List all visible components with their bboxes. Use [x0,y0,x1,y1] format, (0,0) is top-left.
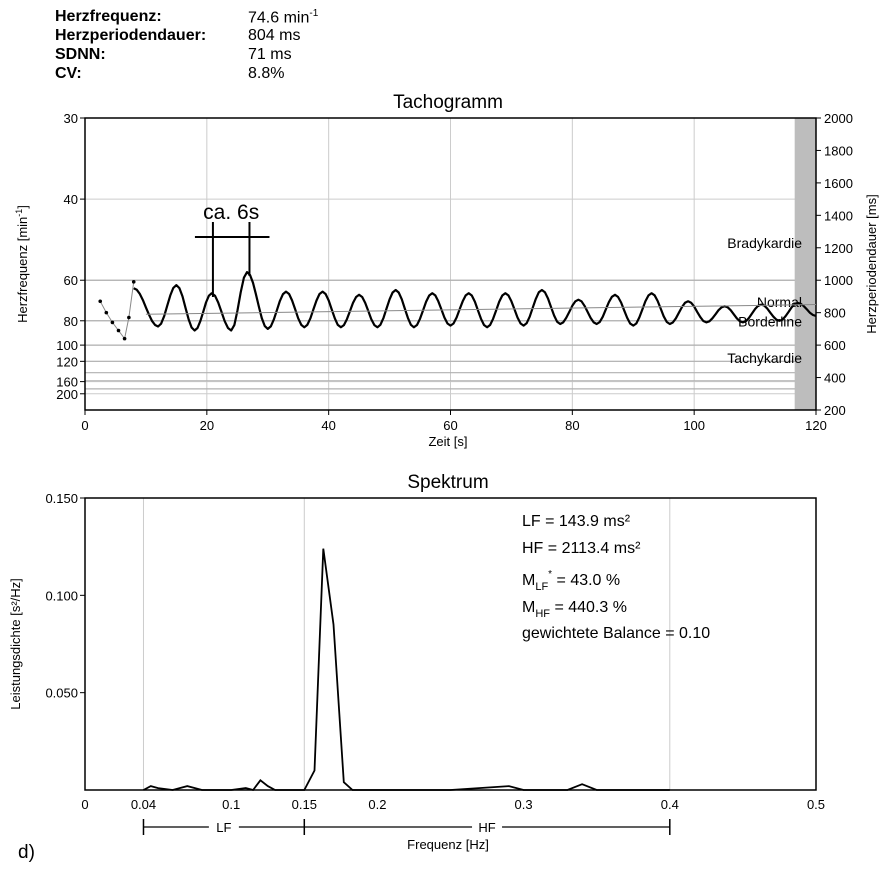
heart-rate-value: 74.6 min-1 [248,8,319,27]
period-value: 804 ms [248,27,301,44]
tachogram-title: Tachogramm [393,92,503,113]
spectrum-title: Spektrum [407,472,488,493]
tachogram-left-tick-label: 60 [64,273,78,288]
tachogram-right-tick-label: 1400 [824,208,853,223]
tachogram-zone-labels: Bradykardie Normal Borderline Tachykardie [727,235,802,366]
spectrum-series [143,548,670,792]
spectrum-chart: Spektrum 0 0.04 0.1 0.15 0.2 0.3 0.4 0.5 0.0500… [8,472,825,852]
tachogram-start-point [122,336,127,341]
tachogram-y-label-left: Herzfrequenz [min-1] [14,205,30,323]
tachogram-grid [85,117,816,410]
tachogram-x-tick-label: 120 [805,418,827,433]
tachogram-left-tick-label: 30 [64,111,78,126]
tachogram-x-ticks: 0 20 40 60 80 100 120 [81,410,827,433]
spectrum-y-label: Leistungsdichte [s²/Hz] [8,578,23,710]
heart-rate-label: Herzfrequenz: [55,8,162,25]
mhf-annotation: MHF = 440.3 % [522,599,627,620]
tachogram-right-tick-label: 1800 [824,143,853,158]
spectrum-band-markers: LF HF [142,819,671,835]
lf-annotation: LF = 143.9 ms² [522,513,631,530]
spectrum-plot-frame [84,497,817,791]
tachogram-right-tick-label: 200 [824,403,846,418]
tachogram-start-point [116,328,121,333]
tachogram-right-tick-label: 800 [824,306,846,321]
tachogram-y-label-right: Herzperiodendauer [ms] [864,194,879,333]
tachogram-rr-line [133,271,817,332]
spectrum-annotations: LF = 143.9 ms² HF = 2113.4 ms² MLF* = 43… [522,513,710,642]
zone-label-borderline: Borderline [738,314,802,330]
heart-rate-unit-sup: -1 [309,8,319,19]
tachogram-start-point [104,310,109,315]
tachogram-right-tick-label: 600 [824,338,846,353]
tachogram-x-tick-label: 40 [321,418,335,433]
spectrum-x-tick-label: 0.1 [222,797,240,812]
tachogram-x-tick-label: 60 [443,418,457,433]
tachogram-left-tick-label: 80 [64,314,78,329]
tachogram-right-tick-label: 2000 [824,111,853,126]
tachogram-x-tick-label: 20 [200,418,214,433]
spectrum-grid [142,498,671,790]
tachogram-start-point [98,299,103,304]
tachogram-right-tick-label: 1000 [824,273,853,288]
tachogram-right-ticks: 200 400 600 800 1000 1200 1400 1600 1800 2000 [816,111,853,418]
tachogram-start-point [127,315,131,320]
spectrum-x-tick-label: 0.2 [368,797,386,812]
tachogram-right-tick-label: 400 [824,371,846,386]
spectrum-psd-line [143,548,670,792]
mlf-annotation: MLF* = 43.0 % [522,569,620,593]
tachogram-shaded-region [794,118,816,410]
tachogram-left-tick-label: 120 [56,354,78,369]
tachogram-x-tick-label: 100 [683,418,705,433]
panel-letter: d) [18,842,35,863]
spectrum-y-tick-label: 0.100 [45,588,78,603]
sdnn-label: SDNN: [55,46,106,63]
sdnn-value: 71 ms [248,46,292,63]
tachogram-right-tick-label: 1600 [824,176,853,191]
tachogram-left-tick-label: 100 [56,338,78,353]
spectrum-x-tick-label: 0.15 [292,797,317,812]
tachogram-x-tick-label: 80 [565,418,579,433]
zone-label-tachykardie: Tachykardie [727,350,802,366]
interval-annotation: ca. 6s [194,201,270,297]
cv-label: CV: [55,65,82,82]
spectrum-x-label: Frequenz [Hz] [407,837,489,852]
spectrum-x-ticks: 0 0.04 0.1 0.15 0.2 0.3 0.4 0.5 [81,797,825,812]
tachogram-start-point [131,280,136,284]
spectrum-y-ticks: 0.050 0.100 0.150 [45,491,85,701]
tachogram-series [98,271,817,341]
tachogram-trend-line [145,304,817,315]
spectrum-x-tick-label: 0.04 [131,797,156,812]
hf-annotation: HF = 2113.4 ms² [522,540,641,557]
interval-label: ca. 6s [203,201,259,224]
balance-annotation: gewichtete Balance = 0.10 [522,625,710,642]
tachogram-left-tick-label: 160 [56,375,78,390]
spectrum-x-tick-label: 0.4 [661,797,679,812]
zone-label-bradykardie: Bradykardie [727,235,802,251]
spectrum-y-tick-label: 0.050 [45,686,78,701]
tachogram-zone-lines [85,279,816,390]
spectrum-x-tick-label: 0.5 [807,797,825,812]
tachogram-x-label: Zeit [s] [428,434,467,449]
band-label-lf: LF [216,820,231,835]
period-label: Herzperiodendauer: [55,27,207,44]
tachogram-chart: Tachogramm 0 20 40 60 80 100 120 2004006008001… [14,92,879,449]
tachogram-left-tick-label: 200 [56,387,78,402]
spectrum-x-tick-label: 0.3 [515,797,533,812]
spectrum-y-tick-label: 0.150 [45,491,78,506]
cv-value: 8.8% [248,65,285,82]
tachogram-start-point [110,320,115,325]
zone-label-normal: Normal [757,294,802,310]
spectrum-x-tick-label: 0 [81,797,88,812]
tachogram-left-tick-label: 40 [64,192,78,207]
tachogram-x-tick-label: 0 [81,418,88,433]
tachogram-right-tick-label: 1200 [824,241,853,256]
band-label-hf: HF [478,820,495,835]
